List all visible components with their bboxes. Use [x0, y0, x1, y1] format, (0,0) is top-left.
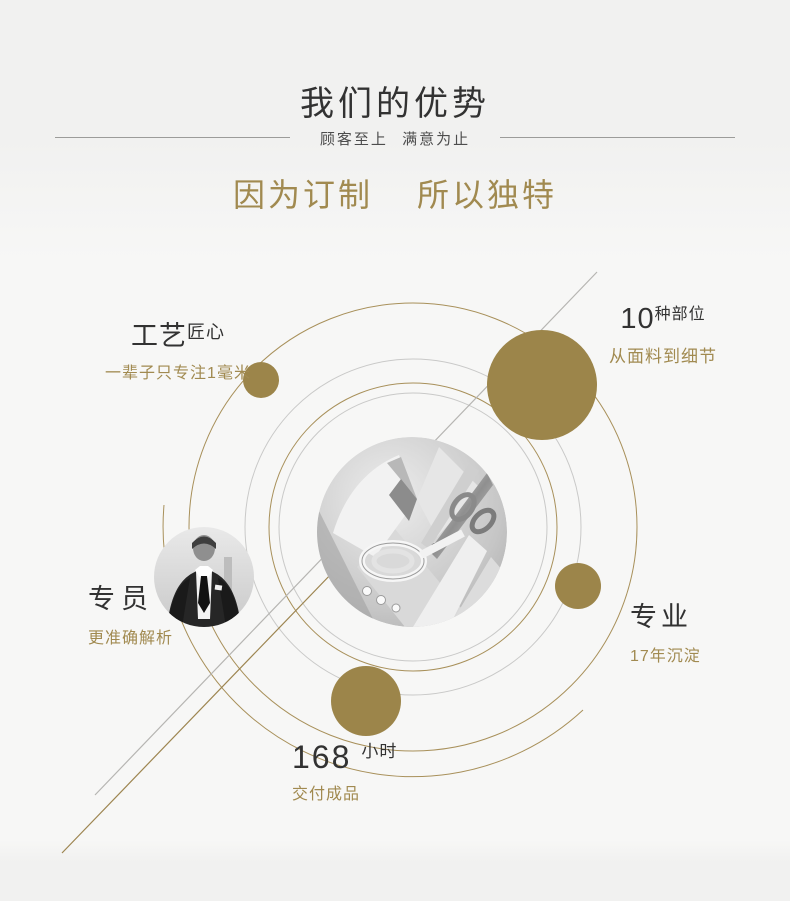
feature-specialist-desc: 更准确解析 [88, 629, 174, 647]
feature-craft-word: 工艺 [131, 321, 187, 351]
tailoring-photo [317, 437, 507, 627]
feature-professional-title: 专业 [630, 602, 701, 633]
gold-dot-professional [555, 563, 601, 609]
feature-delivery-number: 168 [292, 739, 352, 775]
feature-professional: 专业 17年沉淀 [630, 602, 701, 666]
feature-craft-title: 工艺 匠心 [88, 321, 268, 352]
feature-craft: 工艺 匠心 一辈子只专注1毫米 [88, 321, 268, 383]
gold-dot-craft [243, 362, 279, 398]
feature-specialist-title: 专员 [88, 584, 173, 615]
slogan-part-2: 所以独特 [417, 177, 558, 213]
feature-parts-suffix: 种部位 [654, 306, 706, 323]
feature-professional-desc: 17年沉淀 [630, 647, 701, 665]
feature-parts-title: 10 种部位 [588, 303, 738, 336]
feature-craft-desc: 一辈子只专注1毫米 [105, 364, 251, 382]
feature-parts-number: 10 [620, 303, 655, 335]
gold-dot-parts [487, 330, 597, 440]
feature-parts: 10 种部位 从面料到细节 [588, 303, 738, 367]
slogan: 因为订制 所以独特 [0, 170, 790, 216]
feature-professional-word: 专业 [630, 602, 692, 632]
section-subtitle: 顾客至上 满意为止 [319, 131, 471, 148]
specialist-photo [154, 527, 254, 627]
feature-delivery-desc: 交付成品 [292, 786, 361, 804]
feature-specialist: 专员 更准确解析 [88, 584, 174, 648]
subtitle-row: 顾客至上 满意为止 [0, 128, 790, 148]
feature-delivery-title: 168 小时 [292, 739, 398, 775]
feature-parts-desc: 从面料到细节 [609, 346, 717, 366]
slogan-part-1: 因为订制 [232, 177, 373, 213]
divider-right [500, 137, 735, 138]
feature-delivery-suffix: 小时 [361, 742, 398, 761]
divider-left [55, 137, 290, 138]
feature-specialist-word: 专员 [88, 584, 154, 614]
gold-dot-delivery [331, 666, 401, 736]
feature-craft-suffix: 匠心 [187, 322, 225, 342]
section-title: 我们的优势 [300, 85, 490, 123]
feature-delivery: 168 小时 交付成品 [292, 739, 398, 804]
